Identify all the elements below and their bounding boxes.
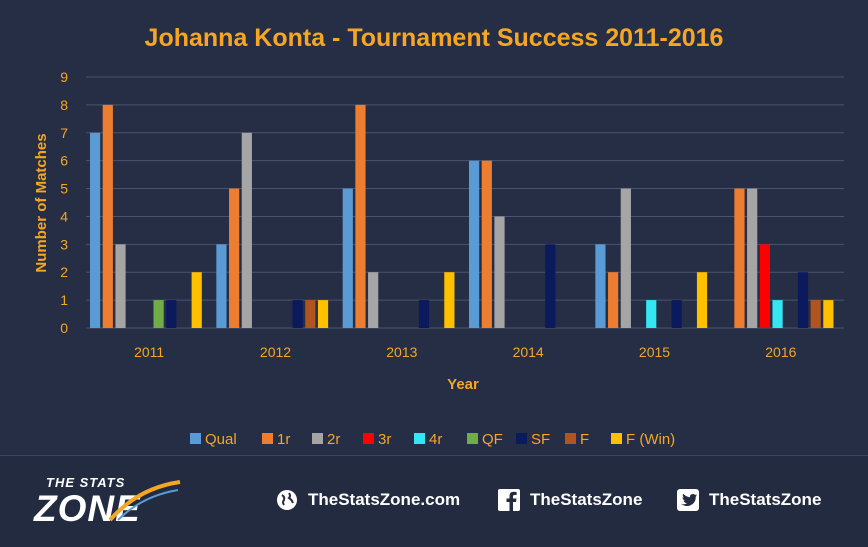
- legend-label: 4r: [429, 431, 442, 448]
- facebook-link[interactable]: TheStatsZone: [498, 489, 642, 511]
- legend-label: Qual: [205, 431, 237, 448]
- legend-item: F (Win): [611, 431, 675, 448]
- legend-label: 2r: [327, 431, 340, 448]
- bar-2r-2016: [747, 188, 758, 328]
- twitter-icon: [677, 489, 699, 511]
- chart: Johanna Konta - Tournament Success 2011-…: [33, 24, 844, 448]
- bar-4r-2015: [646, 300, 657, 328]
- bars: [90, 104, 834, 328]
- bar-qual-2013: [342, 188, 353, 328]
- y-axis-ticks: 0 1 2 3 4 5 6 7 8 9: [60, 69, 68, 336]
- bar-qual-2014: [469, 160, 480, 328]
- x-tick-label: 2011: [134, 344, 164, 360]
- bar-1r-2011: [102, 104, 113, 328]
- bar-f-win-2016: [823, 300, 834, 328]
- bar-sf-2013: [418, 300, 430, 328]
- legend-item: Qual: [190, 431, 237, 448]
- bar-f-2012: [305, 300, 316, 328]
- legend-item: 1r: [262, 431, 290, 448]
- website-label: TheStatsZone.com: [308, 490, 461, 509]
- legend-label: F (Win): [626, 431, 675, 448]
- bar-1r-2015: [608, 272, 619, 328]
- legend-item: SF: [516, 431, 550, 448]
- y-tick-label: 1: [60, 292, 68, 308]
- legend-item: 2r: [312, 431, 340, 448]
- x-tick-label: 2015: [639, 344, 670, 360]
- bar-f-win-2015: [696, 272, 708, 328]
- legend-swatch: [467, 433, 478, 444]
- legend-swatch: [516, 433, 527, 444]
- legend-item: QF: [467, 431, 503, 448]
- bar-f-win-2013: [444, 272, 455, 328]
- x-tick-label: 2012: [260, 344, 291, 360]
- facebook-label: TheStatsZone: [530, 490, 643, 509]
- facebook-icon: [498, 489, 520, 511]
- legend-swatch: [312, 433, 323, 444]
- legend-swatch: [565, 433, 576, 444]
- footer-bar: THE STATS ZONE TheStatsZone.com TheStats…: [0, 455, 868, 547]
- bar-sf-2014: [545, 244, 556, 328]
- legend-label: 1r: [277, 431, 290, 448]
- legend-swatch: [190, 433, 201, 444]
- bar-qual-2012: [216, 244, 227, 328]
- legend-swatch: [262, 433, 273, 444]
- bar-f-win-2012: [317, 300, 329, 328]
- y-tick-label: 7: [60, 125, 68, 141]
- legend-label: F: [580, 431, 589, 448]
- bar-3r-2016: [759, 244, 770, 328]
- globe-icon: [277, 490, 297, 510]
- bar-sf-2015: [671, 300, 682, 328]
- bar-sf-2012: [292, 300, 303, 328]
- bar-f-win-2011: [191, 272, 202, 328]
- legend: Qual 1r 2r 3r 4r QF SF F F (Win): [190, 431, 675, 448]
- bar-sf-2011: [166, 300, 177, 328]
- legend-swatch: [363, 433, 374, 444]
- y-tick-label: 9: [60, 69, 68, 85]
- legend-label: SF: [531, 431, 550, 448]
- bar-qual-2011: [90, 132, 101, 328]
- bar-sf-2016: [797, 272, 809, 328]
- y-axis-label: Number of Matches: [33, 133, 50, 272]
- bar-2r-2011: [115, 244, 126, 328]
- bar-2r-2014: [494, 216, 505, 328]
- bar-1r-2012: [229, 188, 240, 328]
- gridlines: [86, 76, 844, 329]
- logo-swoosh-icon: [108, 480, 181, 522]
- y-tick-label: 5: [60, 181, 68, 197]
- y-tick-label: 2: [60, 264, 68, 280]
- x-tick-label: 2016: [765, 344, 796, 360]
- bar-2r-2013: [368, 272, 379, 328]
- x-tick-label: 2013: [386, 344, 417, 360]
- legend-label: 3r: [378, 431, 391, 448]
- bar-f-2016: [810, 300, 821, 328]
- x-axis-label: Year: [447, 376, 479, 393]
- y-tick-label: 3: [60, 236, 68, 252]
- x-axis-ticks: 2011 2012 2013 2014 2015 2016: [134, 344, 797, 360]
- bar-1r-2016: [734, 188, 745, 328]
- bar-2r-2012: [241, 132, 252, 328]
- legend-item: 4r: [414, 431, 442, 448]
- y-tick-label: 8: [60, 97, 68, 113]
- y-tick-label: 0: [60, 320, 68, 336]
- legend-swatch: [414, 433, 425, 444]
- bar-2r-2015: [620, 188, 631, 328]
- bar-qf-2011: [153, 300, 164, 328]
- website-link[interactable]: TheStatsZone.com: [276, 489, 460, 511]
- legend-item: 3r: [363, 431, 391, 448]
- bar-1r-2014: [481, 160, 492, 328]
- bar-4r-2016: [772, 300, 783, 328]
- legend-item: F: [565, 431, 589, 448]
- twitter-link[interactable]: TheStatsZone: [677, 489, 821, 511]
- logo-text-top: THE STATS: [46, 475, 126, 490]
- twitter-label: TheStatsZone: [709, 490, 822, 509]
- y-tick-label: 4: [60, 208, 68, 224]
- chart-title: Johanna Konta - Tournament Success 2011-…: [145, 24, 724, 52]
- x-tick-label: 2014: [513, 344, 544, 360]
- bar-qual-2015: [595, 244, 606, 328]
- y-tick-label: 6: [60, 153, 68, 169]
- legend-label: QF: [482, 431, 503, 448]
- bar-1r-2013: [355, 104, 366, 328]
- legend-swatch: [611, 433, 622, 444]
